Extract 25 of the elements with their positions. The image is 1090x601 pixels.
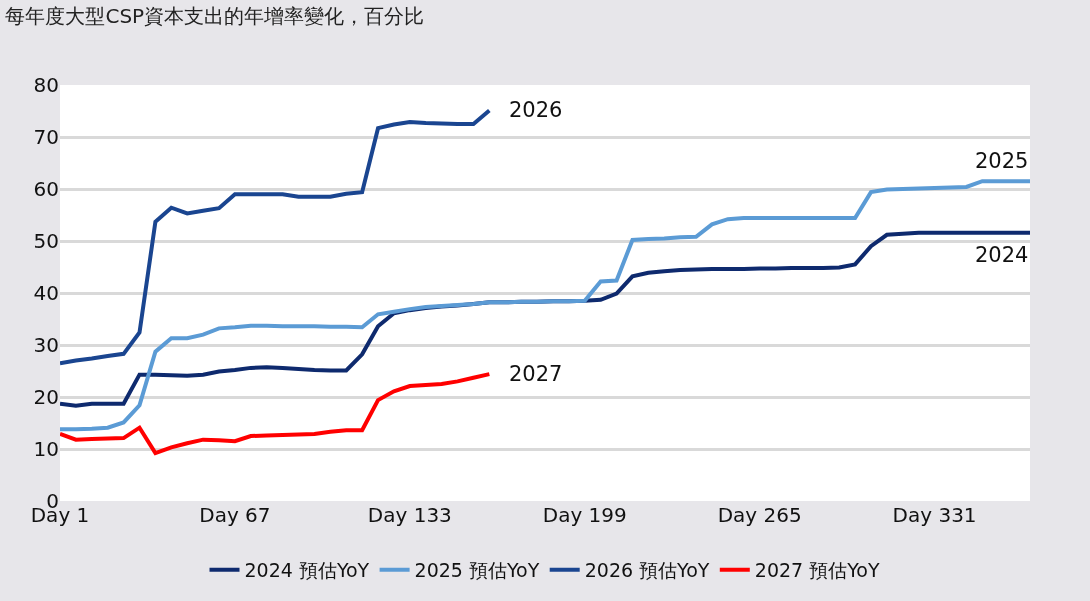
annotation: 2025 [975,149,1029,173]
legend-label: 2027 預估YoY [754,559,880,582]
line-series [60,108,492,366]
x-tick-label: Day 67 [199,503,271,527]
line-series [60,372,492,456]
x-tick-label: Day 265 [717,503,802,527]
line-series [60,179,1030,432]
y-tick-label: 60 [33,177,59,201]
annotation: 2024 [975,243,1029,267]
y-tick-label: 40 [33,281,59,305]
y-tick-label: 50 [33,229,59,253]
legend-label: 2025 預估YoY [414,559,540,582]
y-tick-label: 20 [33,385,59,409]
annotation: 2027 [509,362,563,386]
annotation: 2026 [509,98,563,122]
y-tick-label: 10 [33,437,59,461]
y-tick-label: 70 [33,125,59,149]
y-tick-label: 80 [33,73,59,97]
chart-title: 每年度大型CSP資本支出的年增率變化，百分比 [5,4,425,29]
x-tick-label: Day 199 [542,503,627,527]
legend-label: 2024 預估YoY [244,559,370,582]
x-tick-label: Day 133 [367,503,452,527]
y-tick-label: 30 [33,333,59,357]
legend-label: 2026 預估YoY [584,559,710,582]
x-tick-label: Day 331 [892,503,977,527]
